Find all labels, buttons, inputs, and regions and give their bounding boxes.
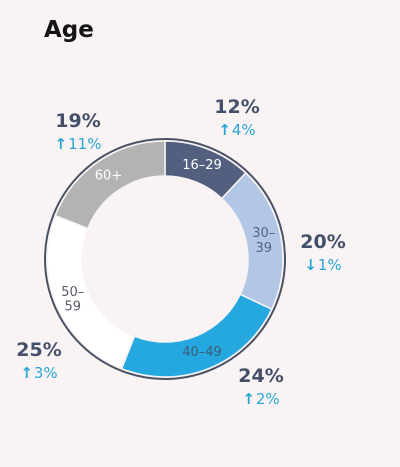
slice-label-60: 60+	[95, 168, 122, 183]
donut-outline	[44, 138, 286, 380]
slice-change-30-39: ↓1%	[304, 256, 342, 274]
slice-label-50-59: 50– 59	[61, 284, 84, 314]
slice-percent-30-39: 20%	[300, 231, 346, 253]
arrow-up-icon: ↑	[218, 121, 231, 139]
slices-group	[44, 138, 286, 380]
slice-change-16-29: ↑4%	[218, 121, 256, 139]
slice-label-30-39: 30– 39	[252, 226, 275, 256]
slice-change-50-59: ↑3%	[20, 364, 58, 382]
callout-16-29: 12% ↑4%	[192, 96, 282, 140]
slice-change-40-49: ↑2%	[242, 390, 280, 408]
slice-percent-60-plus: 19%	[55, 110, 101, 132]
slice-change-60-plus: ↑11%	[54, 135, 102, 153]
slice-30-39	[220, 171, 284, 311]
arrow-up-icon: ↑	[242, 390, 255, 408]
chart-title: Age	[44, 17, 94, 43]
arrow-up-icon: ↑	[20, 364, 33, 382]
callout-30-39: 20% ↓1%	[278, 231, 368, 275]
slice-labels-group: 16–29 30– 39 40–49 50– 59 60+	[61, 158, 275, 360]
slice-percent-40-49: 24%	[238, 365, 284, 387]
slice-label-40-49: 40–49	[182, 345, 222, 360]
callout-60-plus: 19% ↑11%	[33, 110, 123, 154]
arrow-down-icon: ↓	[304, 256, 317, 274]
slice-percent-50-59: 25%	[16, 339, 62, 361]
slice-60	[54, 140, 166, 230]
callout-50-59: 25% ↑3%	[0, 339, 84, 383]
slice-label-16-29: 16–29	[182, 158, 222, 173]
callout-40-49: 24% ↑2%	[216, 365, 306, 409]
slice-percent-16-29: 12%	[214, 96, 260, 118]
arrow-up-icon: ↑	[54, 135, 68, 153]
